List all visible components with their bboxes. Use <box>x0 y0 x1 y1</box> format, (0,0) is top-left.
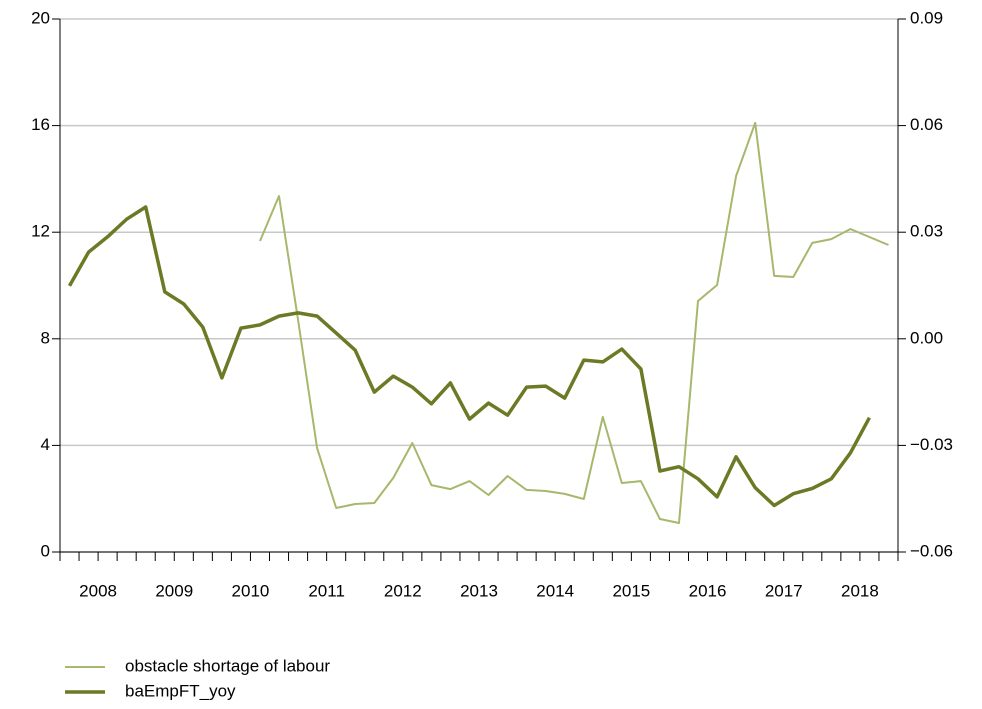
y-tick-label: 4 <box>41 435 50 454</box>
y2-tick-label: 0.03 <box>910 222 943 241</box>
y2-tick-label: 0.00 <box>910 328 943 347</box>
x-tick-label: 2008 <box>79 581 117 600</box>
y-tick-label: 8 <box>41 328 50 347</box>
y2-tick-label: 0.09 <box>910 8 943 27</box>
x-tick-label: 2014 <box>536 581 574 600</box>
y2-tick-label: −0.03 <box>910 435 953 454</box>
x-tick-label: 2013 <box>460 581 498 600</box>
legend: obstacle shortage of labour baEmpFT_yoy <box>65 656 330 700</box>
y2-tick-label: −0.06 <box>910 541 953 560</box>
x-tick-label: 2016 <box>689 581 727 600</box>
y-tick-label: 0 <box>41 541 50 560</box>
y-tick-label: 16 <box>31 115 50 134</box>
legend-label: baEmpFT_yoy <box>125 681 236 700</box>
x-tick-label: 2015 <box>612 581 650 600</box>
x-tick-label: 2009 <box>155 581 193 600</box>
y-tick-label: 12 <box>31 222 50 241</box>
legend-label: obstacle shortage of labour <box>125 656 330 675</box>
series-line <box>67 205 871 508</box>
x-tick-label: 2012 <box>384 581 422 600</box>
series-line <box>259 121 889 524</box>
x-tick-label: 2011 <box>308 581 345 600</box>
x-tick-label: 2017 <box>765 581 803 600</box>
y2-tick-label: 0.06 <box>910 115 943 134</box>
y-tick-label: 20 <box>31 8 50 27</box>
x-tick-label: 2018 <box>841 581 879 600</box>
x-tick-label: 2010 <box>232 581 270 600</box>
